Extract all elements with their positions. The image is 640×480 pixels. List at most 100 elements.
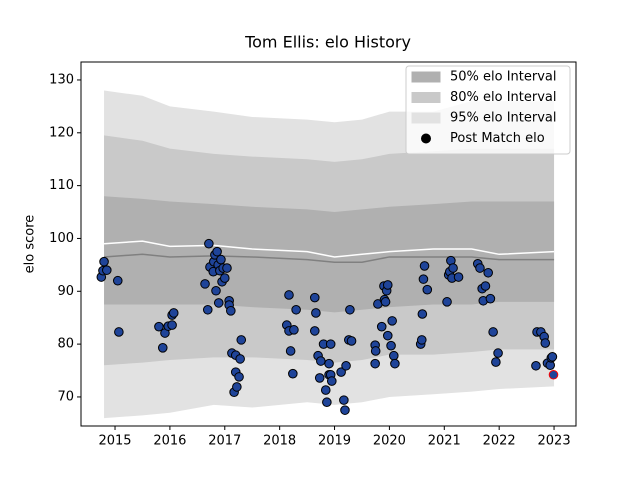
data-point: [485, 293, 496, 304]
data-point: [390, 358, 400, 369]
x-tick-label: 2020: [373, 434, 406, 449]
x-tick-label: 2021: [428, 434, 461, 449]
y-tick-label: 70: [57, 389, 74, 404]
data-point: [226, 306, 236, 316]
chart-title: Tom Ellis: elo History: [244, 33, 411, 52]
data-point: [442, 297, 452, 307]
trend-line: [103, 240, 555, 258]
data-point: [235, 354, 245, 364]
data-point: [448, 263, 458, 273]
data-point: [284, 290, 294, 300]
data-point: [285, 346, 296, 356]
data-point: [488, 327, 498, 337]
axes-frame: [80, 61, 577, 427]
data-point: [289, 325, 299, 335]
data-point: [216, 254, 226, 265]
x-tick-label: 2015: [98, 434, 131, 449]
plot-content: [96, 90, 559, 419]
data-point: [99, 256, 109, 267]
data-point: [112, 275, 123, 286]
data-point: [234, 372, 244, 382]
data-point: [320, 385, 331, 395]
y-tick-label: 100: [49, 231, 74, 246]
data-point: [168, 308, 179, 318]
data-point: [475, 263, 485, 273]
data-point: [316, 356, 326, 366]
data-point: [341, 360, 351, 371]
data-point: [309, 326, 320, 336]
data-point: [212, 246, 222, 257]
interval-band: [104, 196, 555, 313]
data-point: [382, 330, 393, 341]
x-tick-label: 2023: [538, 434, 571, 449]
data-point: [547, 351, 558, 362]
y-tick-label: 130: [49, 72, 74, 87]
x-tick-label: 2018: [263, 434, 296, 449]
data-point: [493, 348, 503, 358]
data-point: [382, 280, 393, 290]
data-point: [416, 335, 427, 345]
legend-swatch: [411, 112, 441, 124]
x-tick-label: 2019: [318, 434, 351, 449]
y-tick-label: 90: [57, 284, 74, 299]
data-point: [202, 304, 213, 315]
data-point: [200, 279, 210, 289]
data-point: [418, 274, 429, 284]
data-point: [422, 284, 433, 295]
data-point: [213, 298, 224, 308]
legend: 50% elo Interval 80% elo Interval 95% elo …: [405, 65, 571, 155]
data-point: [232, 382, 242, 392]
data-point: [370, 358, 380, 369]
data-point: [419, 261, 430, 271]
data-point: [417, 309, 428, 319]
data-point: [491, 357, 501, 367]
data-point: [540, 338, 551, 348]
data-point: [291, 304, 301, 315]
data-point: [370, 346, 381, 356]
data-point: [219, 273, 230, 283]
data-point: [324, 358, 334, 369]
data-point: [288, 368, 298, 379]
data-point: [309, 292, 320, 303]
x-tick-label: 2016: [153, 434, 186, 449]
legend-label: 80% elo Interval: [450, 90, 557, 105]
y-axis-label: elo score: [23, 215, 38, 274]
data-point: [340, 405, 350, 415]
data-point: [453, 272, 464, 282]
data-point: [380, 297, 391, 307]
data-point: [157, 343, 168, 353]
x-tick-label: 2017: [208, 434, 241, 449]
data-point: [154, 321, 164, 332]
y-tick-label: 120: [49, 125, 74, 140]
data-point: [345, 304, 355, 315]
legend-label: 50% elo Interval: [450, 70, 557, 85]
data-point: [314, 373, 325, 383]
data-point: [322, 397, 332, 408]
legend-swatch: [411, 71, 441, 83]
data-point: [311, 308, 321, 318]
plot-area: 2015 2016 2017 2018 2019 2020 2021 2022 2023 70 80…: [49, 61, 577, 449]
legend-swatch: [411, 92, 441, 103]
data-point: [483, 267, 493, 278]
data-point: [326, 376, 337, 386]
data-point: [211, 285, 221, 296]
data-point: [325, 339, 336, 349]
legend-marker: [421, 133, 431, 144]
data-point: [222, 263, 232, 273]
data-point: [114, 327, 124, 337]
x-tick-label: 2022: [483, 434, 516, 449]
data-point: [167, 320, 177, 330]
data-point: [339, 395, 349, 405]
data-point: [336, 367, 346, 377]
y-tick-label: 110: [49, 178, 74, 193]
legend-frame: [405, 65, 571, 155]
data-point: [386, 340, 396, 351]
data-point: [387, 316, 397, 326]
data-point: [548, 369, 559, 380]
data-point: [346, 336, 357, 346]
data-point: [101, 265, 112, 275]
data-point: [236, 335, 247, 345]
data-point: [531, 360, 541, 371]
data-point: [389, 350, 399, 361]
